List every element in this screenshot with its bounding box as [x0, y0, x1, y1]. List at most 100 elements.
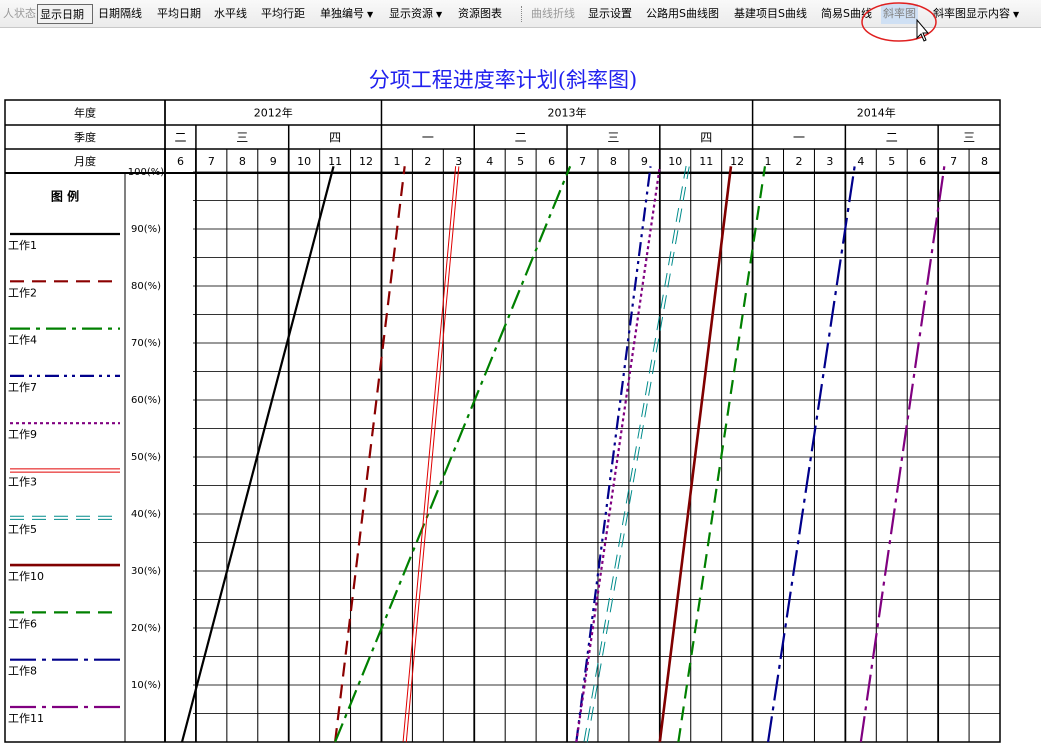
month-label: 6 [548, 155, 555, 168]
y-tick-label: 80(%) [131, 281, 161, 292]
quarter-label: 一 [422, 131, 434, 145]
show-date-button[interactable]: 显示日期 [37, 4, 93, 24]
legend-title: 图 例 [51, 189, 79, 204]
legend-label-w3: 工作3 [8, 476, 37, 489]
month-label: 10 [668, 155, 682, 168]
y-tick-label: 60(%) [131, 395, 161, 406]
resource-chart-button[interactable]: 资源图表 [458, 7, 502, 20]
curve-polyline-button[interactable]: 曲线折线 [531, 7, 575, 20]
chevron-down-icon: ▼ [1013, 10, 1020, 19]
legend-label-w11: 工作11 [8, 712, 44, 725]
y-tick-label: 90(%) [131, 224, 161, 235]
month-label: 11 [328, 155, 342, 168]
quarter-label: 三 [963, 131, 975, 145]
month-label: 3 [455, 155, 462, 168]
slope-chart-content-dropdown[interactable]: 斜率图显示内容 ▼ [933, 7, 1020, 20]
month-label: 7 [950, 155, 957, 168]
month-label: 8 [239, 155, 246, 168]
progress-line-w10 [658, 166, 733, 743]
highlight-circle [861, 2, 937, 42]
quarter-label: 三 [607, 131, 619, 145]
status-button[interactable]: 人状态 [3, 7, 36, 20]
progress-line-w5 [583, 165, 687, 742]
month-label: 5 [888, 155, 895, 168]
month-label: 1 [765, 155, 772, 168]
month-label: 10 [297, 155, 311, 168]
y-tick-label: 20(%) [131, 623, 161, 634]
legend-label-w7: 工作7 [8, 381, 37, 394]
month-label: 6 [177, 155, 184, 168]
progress-line-w8 [766, 166, 856, 743]
month-label: 3 [826, 155, 833, 168]
month-label: 8 [610, 155, 617, 168]
month-label: 5 [517, 155, 524, 168]
horizontal-line-button[interactable]: 水平线 [214, 7, 247, 20]
legend-label-w4: 工作4 [8, 334, 37, 347]
date-gridline-button[interactable]: 日期隔线 [98, 7, 142, 20]
infrastructure-s-curve-button[interactable]: 基建项目S曲线 [734, 7, 807, 20]
y-tick-label: 30(%) [131, 566, 161, 577]
legend-label-w6: 工作6 [8, 617, 37, 630]
progress-line-w11 [859, 166, 946, 743]
legend-label-w1: 工作1 [8, 239, 37, 252]
legend-label-w10: 工作10 [8, 570, 44, 583]
quarter-label: 一 [793, 131, 805, 145]
simple-s-curve-button[interactable]: 简易S曲线 [821, 7, 872, 20]
single-numbering-dropdown[interactable]: 单独编号 ▼ [320, 7, 374, 20]
month-label: 1 [393, 155, 400, 168]
average-date-button[interactable]: 平均日期 [157, 7, 201, 20]
progress-line-w6 [677, 166, 767, 743]
month-label: 4 [857, 155, 864, 168]
progress-line-w4 [334, 165, 572, 743]
month-label: 9 [641, 155, 648, 168]
quarter-label: 三 [236, 131, 248, 145]
month-label: 8 [981, 155, 988, 168]
y-tick-label: 40(%) [131, 509, 161, 520]
legend-label-w2: 工作2 [8, 286, 37, 299]
month-label: 4 [486, 155, 493, 168]
month-label: 12 [359, 155, 373, 168]
month-label: 2 [424, 155, 431, 168]
month-label: 7 [579, 155, 586, 168]
chart-title: 分项工程进度率计划(斜率图) [368, 68, 638, 92]
year-label: 2013年 [548, 106, 587, 120]
toolbar: 人状态 显示日期 日期隔线 平均日期 水平线 平均行距 单独编号 ▼ 显示资源 ▼ … [0, 0, 1041, 28]
row-label-year: 年度 [74, 106, 96, 120]
month-label: 2 [795, 155, 802, 168]
y-tick-label: 100(%) [128, 167, 164, 178]
progress-line-w3 [402, 166, 457, 742]
year-label: 2012年 [254, 106, 293, 120]
quarter-label: 四 [700, 131, 712, 145]
row-label-month: 月度 [74, 154, 96, 168]
progress-line-w2 [334, 166, 406, 743]
progress-line-w1 [180, 166, 335, 743]
month-label: 7 [208, 155, 215, 168]
show-resources-dropdown[interactable]: 显示资源 ▼ [389, 7, 443, 20]
toolbar-separator [521, 6, 523, 22]
year-label: 2014年 [857, 106, 896, 120]
chart-frame [4, 99, 1001, 743]
y-tick-label: 70(%) [131, 338, 161, 349]
quarter-label: 二 [886, 131, 898, 145]
slope-chart-button[interactable]: 斜率图 [881, 4, 918, 24]
legend-label-w8: 工作8 [8, 665, 37, 678]
chevron-down-icon: ▼ [436, 10, 443, 19]
legend-label-w5: 工作5 [8, 523, 37, 536]
month-label: 12 [730, 155, 744, 168]
average-row-spacing-button[interactable]: 平均行距 [261, 7, 305, 20]
y-tick-label: 10(%) [131, 680, 161, 691]
progress-line-w7 [575, 166, 652, 743]
quarter-label: 二 [515, 131, 527, 145]
quarter-label: 二 [174, 131, 186, 145]
display-settings-button[interactable]: 显示设置 [588, 7, 632, 20]
month-label: 11 [699, 155, 713, 168]
quarter-label: 四 [329, 131, 341, 145]
highway-s-curve-button[interactable]: 公路用S曲线图 [646, 7, 719, 20]
month-label: 6 [919, 155, 926, 168]
progress-line-w9 [575, 166, 661, 743]
chevron-down-icon: ▼ [367, 10, 374, 19]
mouse-cursor-icon [916, 18, 930, 42]
legend-label-w9: 工作9 [8, 428, 37, 441]
